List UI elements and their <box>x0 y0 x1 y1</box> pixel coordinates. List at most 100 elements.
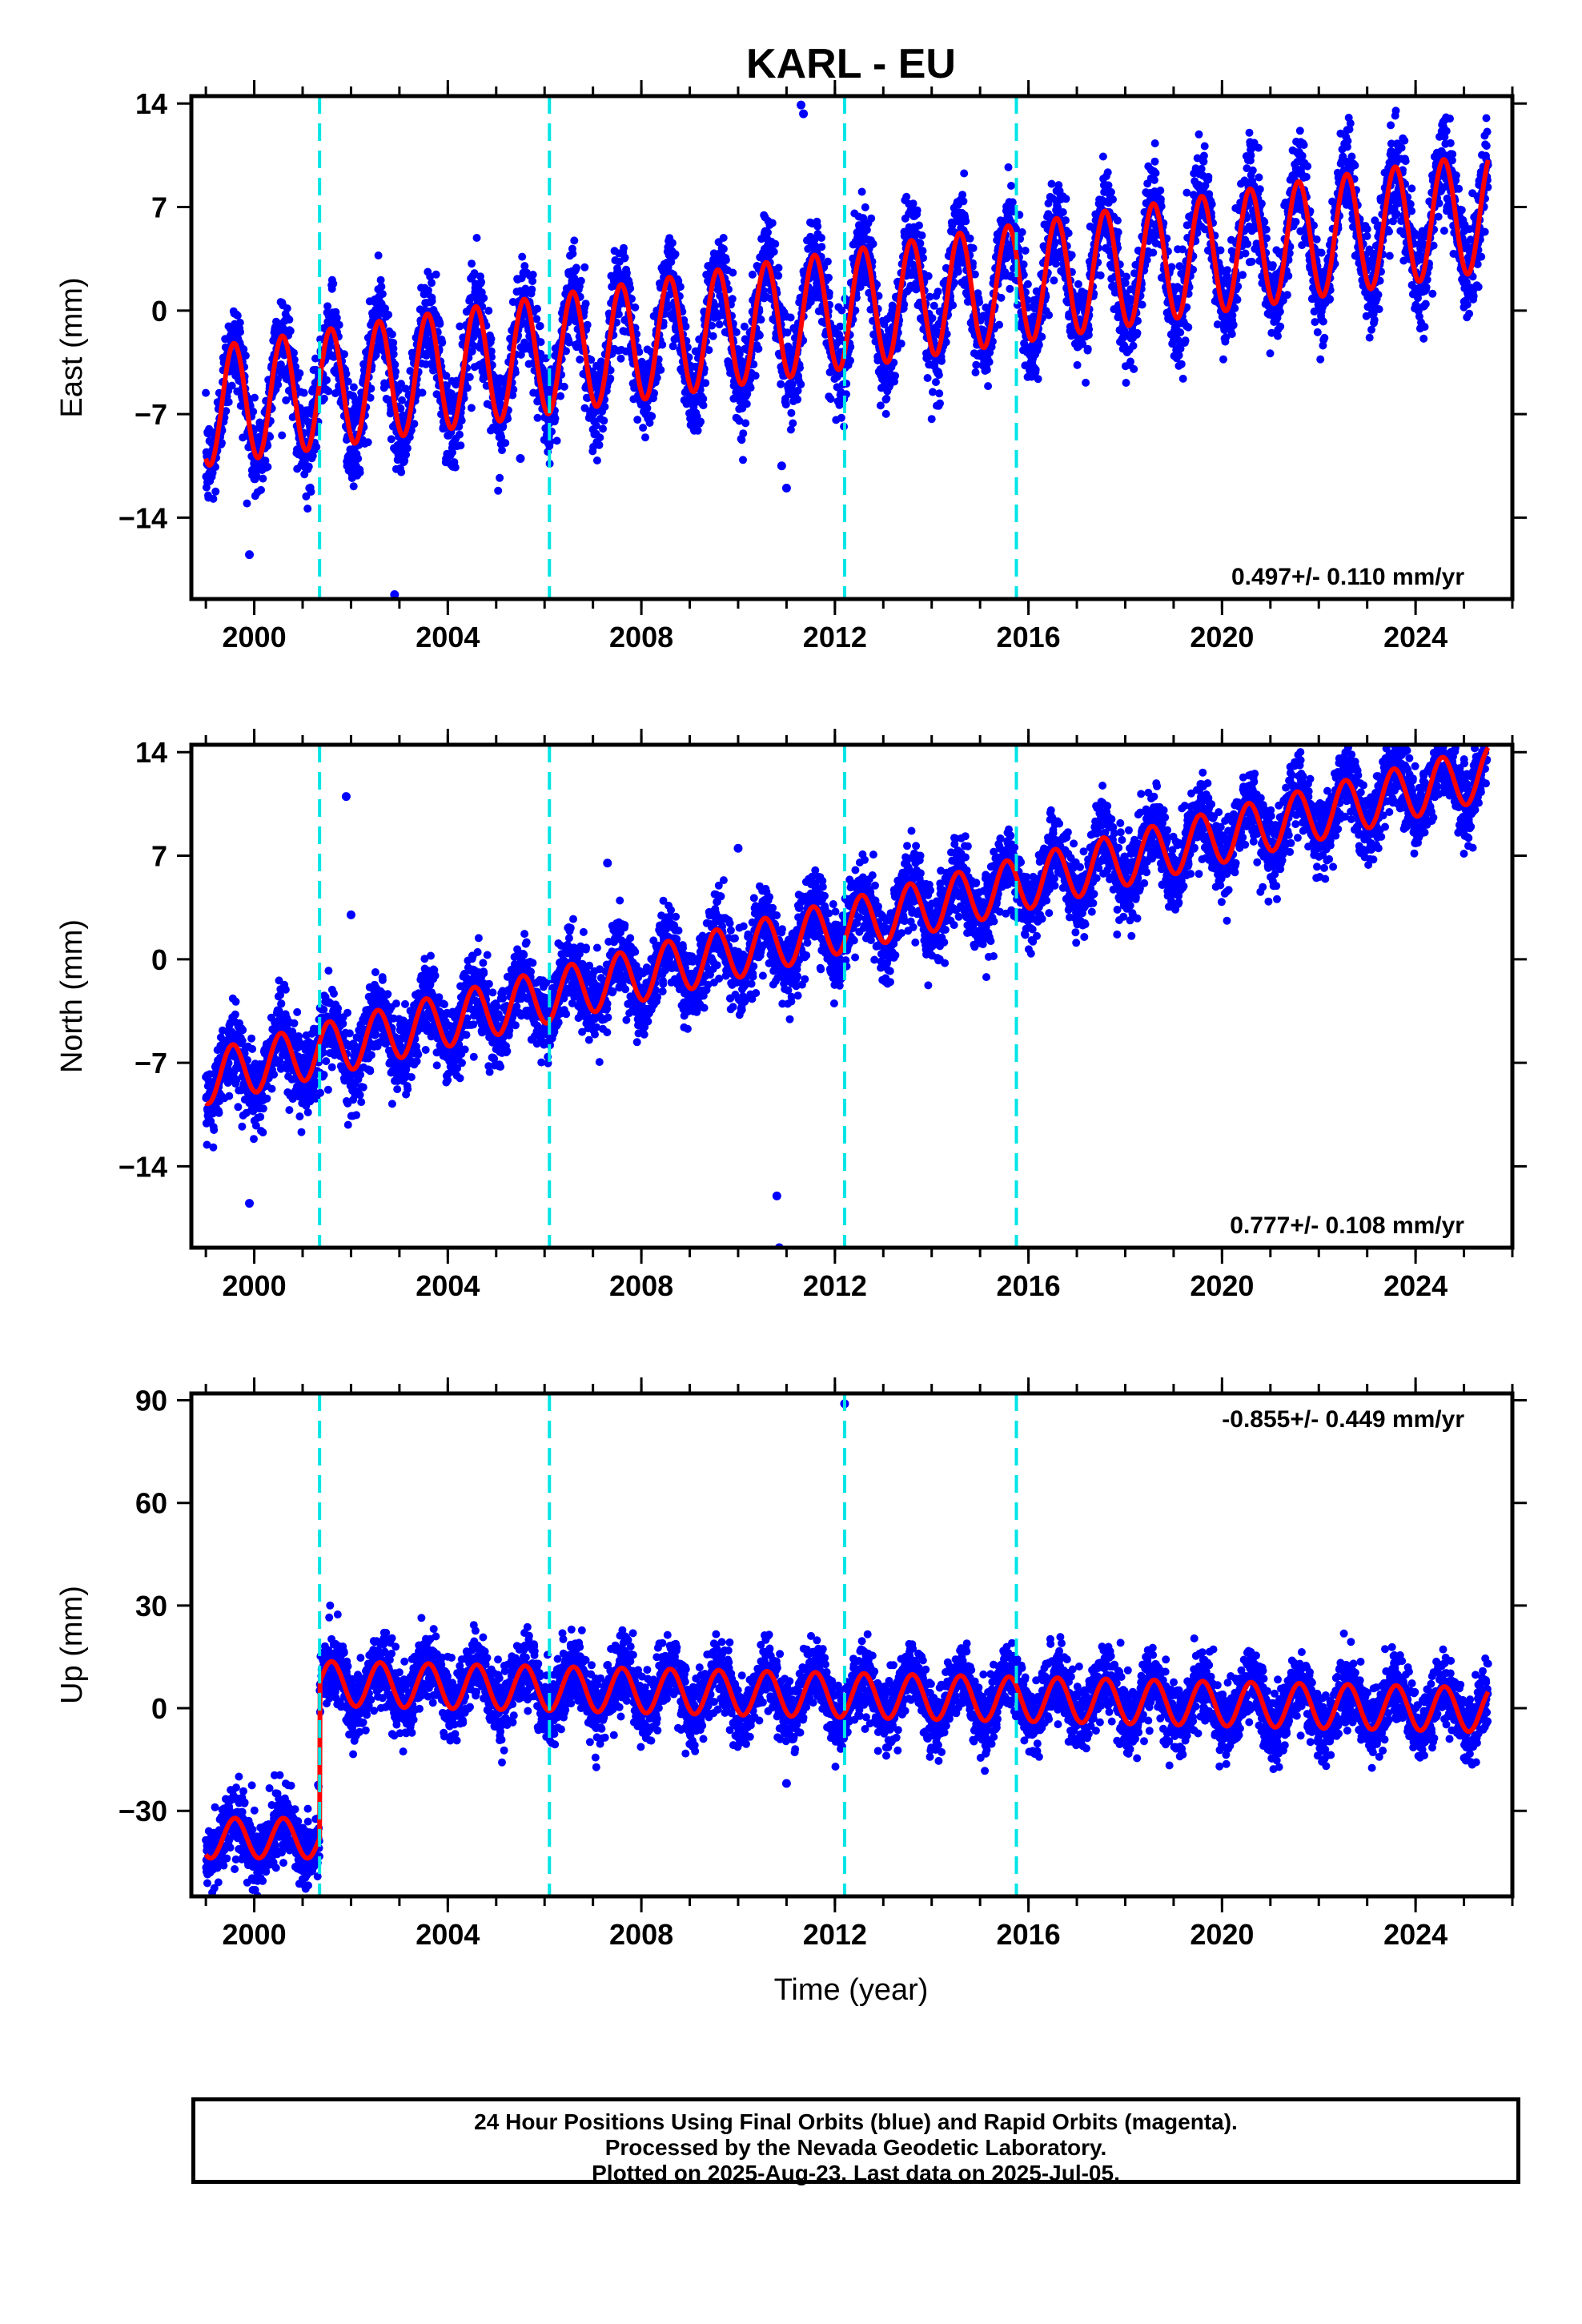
data-point <box>789 419 797 428</box>
data-point <box>697 417 705 426</box>
data-point <box>487 335 496 344</box>
data-point <box>746 384 755 392</box>
data-point <box>1019 260 1028 269</box>
data-point <box>291 362 300 371</box>
data-point <box>1231 304 1239 312</box>
data-point <box>1038 332 1046 341</box>
data-point <box>278 431 287 440</box>
data-point <box>774 263 783 272</box>
data-point <box>1058 208 1067 216</box>
data-point <box>719 244 728 253</box>
data-point <box>233 312 242 320</box>
data-point <box>902 192 911 201</box>
data-point <box>224 398 233 406</box>
data-point <box>332 313 341 322</box>
data-point <box>311 354 319 363</box>
data-point <box>928 314 937 323</box>
data-point <box>274 380 283 389</box>
data-point <box>917 231 926 239</box>
data-point <box>813 222 822 231</box>
data-point <box>251 393 259 402</box>
data-point <box>740 322 749 331</box>
data-point <box>442 372 451 380</box>
data-point <box>709 332 717 340</box>
data-point <box>295 369 304 378</box>
data-point <box>846 356 854 365</box>
data-point <box>389 350 398 359</box>
data-point <box>263 463 272 471</box>
data-point <box>324 387 333 396</box>
data-point <box>693 426 702 435</box>
data-point <box>319 394 328 403</box>
data-point <box>583 320 592 329</box>
data-point <box>428 279 436 287</box>
data-point <box>656 365 665 374</box>
data-point <box>1181 336 1190 345</box>
data-point <box>282 396 291 404</box>
data-point <box>699 401 708 410</box>
data-point <box>592 456 601 464</box>
data-point <box>867 214 876 223</box>
data-point <box>1083 344 1092 353</box>
data-point <box>1109 195 1117 203</box>
data-point <box>985 358 994 366</box>
data-point <box>222 407 231 416</box>
data-point <box>1239 271 1247 279</box>
data-point <box>966 234 974 243</box>
data-point <box>1074 279 1082 288</box>
data-point <box>1248 166 1257 175</box>
data-point <box>823 257 832 266</box>
data-point <box>394 386 403 395</box>
data-point <box>335 320 343 329</box>
data-point <box>960 169 969 178</box>
data-point <box>1219 355 1227 364</box>
data-point <box>633 416 642 424</box>
data-point <box>676 283 685 292</box>
data-point <box>432 270 440 279</box>
data-point <box>1096 271 1105 279</box>
data-point <box>467 404 476 412</box>
data-point <box>622 268 631 277</box>
data-point <box>1156 186 1165 195</box>
data-point <box>468 259 476 268</box>
data-point <box>869 239 877 248</box>
data-point <box>599 424 607 433</box>
data-point <box>1257 199 1266 208</box>
data-point <box>764 228 772 237</box>
data-point <box>227 381 236 390</box>
data-point <box>455 422 464 431</box>
data-point <box>528 271 537 279</box>
data-point <box>570 236 579 245</box>
data-point <box>1233 296 1242 304</box>
data-point <box>826 395 835 404</box>
data-point <box>381 304 390 313</box>
data-point <box>962 217 970 226</box>
data-point <box>935 389 944 398</box>
data-point <box>389 344 398 353</box>
data-point <box>975 298 984 307</box>
data-point <box>748 270 757 279</box>
data-point <box>755 331 764 340</box>
data-point <box>410 420 419 428</box>
data-point <box>518 252 527 261</box>
data-point <box>581 300 590 308</box>
data-point <box>825 273 833 282</box>
data-point <box>436 320 444 328</box>
data-point <box>969 243 978 252</box>
data-point <box>668 239 677 247</box>
data-point <box>739 429 748 438</box>
data-point <box>732 328 741 336</box>
data-point <box>882 394 891 403</box>
data-point <box>913 206 921 215</box>
data-point <box>1176 328 1185 337</box>
data-point <box>774 271 783 280</box>
data-point <box>1216 246 1225 255</box>
data-point <box>402 450 411 459</box>
data-point <box>1197 164 1206 173</box>
data-point <box>817 234 825 242</box>
data-point <box>498 446 506 455</box>
data-point <box>463 384 472 392</box>
data-point <box>897 340 905 348</box>
data-point <box>556 392 565 400</box>
